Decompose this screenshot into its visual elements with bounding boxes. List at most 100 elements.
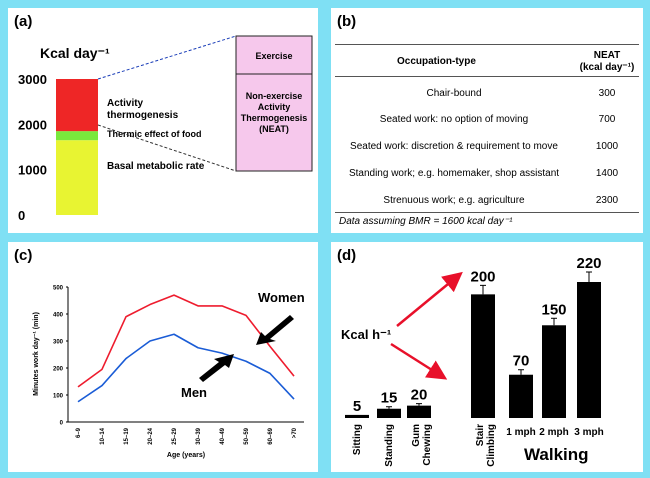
row-type-3: Seated work: discretion & requirement to…	[350, 141, 558, 152]
value-label: 200	[470, 268, 495, 285]
y-tick-label: 3000	[18, 72, 47, 87]
connector-top	[97, 35, 237, 80]
row-neat-1: 300	[598, 88, 616, 99]
x-tick-label: 10–14	[100, 427, 106, 444]
table-footnote: Data assuming BMR = 1600 kcal day⁻¹	[339, 216, 513, 227]
activity-kcal-bar-chart: Kcal h⁻¹ 5 15 20 200 70 150 220 Sitting Standin…	[341, 255, 604, 467]
panel-c: (c) 0 100 200 300 400 500 6–9 10–14 15–19 20–24 2…	[8, 242, 318, 472]
category-label: 3 mph	[574, 427, 603, 438]
bar	[471, 294, 495, 418]
value-label: 220	[576, 255, 601, 272]
y-tick-label: 300	[53, 340, 64, 346]
y-axis-ticks: 3000 2000 1000 0	[18, 72, 47, 223]
y-tick-label: 500	[53, 286, 64, 292]
bar	[377, 408, 401, 418]
row-type-1: Chair-bound	[426, 88, 482, 99]
red-arrow-down	[390, 342, 448, 380]
value-labels: 5 15 20 200 70 150 220	[353, 255, 602, 415]
bar	[542, 325, 566, 418]
y-tick-label: 0	[18, 208, 25, 223]
y-tick-labels: 0 100 200 300 400 500	[53, 286, 68, 427]
panel-c-label: (c)	[14, 247, 33, 264]
panel-a: (a) Kcal day⁻¹ 3000 2000 1000 0 Activity th…	[8, 8, 318, 233]
value-label: 5	[353, 398, 361, 415]
x-tick-label: 15–19	[124, 427, 130, 444]
bar	[509, 374, 533, 418]
x-tick-label: 25–29	[172, 427, 178, 444]
connector-bottom	[97, 124, 237, 172]
x-tick-labels: 6–9 10–14 15–19 20–24 25–29 30–39 40–49 50–59 60…	[76, 427, 298, 444]
table-header-rule	[335, 76, 639, 77]
value-label: 150	[541, 301, 566, 318]
y-tick-label: 0	[60, 421, 64, 427]
stack-segment	[56, 140, 98, 215]
kcal-h-label: Kcal h⁻¹	[341, 327, 391, 342]
neat-label-1: Non-exercise	[246, 91, 303, 101]
panel-b-label: (b)	[337, 13, 357, 30]
y-axis-title: Minutes work day⁻¹ (min)	[33, 312, 40, 396]
activity-label-2: thermogenesis	[107, 110, 179, 121]
row-type-5: Strenuous work; e.g. agriculture	[383, 195, 525, 206]
women-arrow	[256, 315, 294, 345]
row-neat-2: 700	[598, 114, 616, 125]
panel-d-label: (d)	[337, 247, 357, 264]
y-tick-label: 200	[53, 367, 64, 373]
category-label: Stair	[475, 424, 486, 446]
red-arrow-up	[396, 271, 463, 327]
x-tick-label: 40–49	[220, 427, 226, 444]
header-neat: NEAT (kcal day⁻¹)	[577, 50, 637, 74]
panel-a-label: (a)	[14, 13, 33, 30]
bar	[577, 282, 601, 418]
category-labels: Sitting Standing Gum Chewing Stair Climbing 1 …	[352, 424, 604, 467]
walking-label: Walking	[524, 445, 589, 464]
row-type-4: Standing work; e.g. homemaker, shop assi…	[348, 168, 560, 179]
x-tick-label: 30–39	[196, 427, 202, 444]
category-label: 1 mph	[506, 427, 535, 438]
row-neat-4: 1400	[595, 168, 619, 179]
category-label: Climbing	[486, 424, 497, 467]
women-label: Women	[258, 290, 305, 305]
series-line-men	[77, 333, 295, 403]
panel-b: (b) Occupation-type NEAT (kcal day⁻¹) Ch…	[331, 8, 643, 233]
category-label: Standing	[384, 424, 395, 467]
neat-label-3: Thermogenesis	[241, 113, 308, 123]
row-neat-5: 2300	[595, 195, 619, 206]
x-tick-label: >70	[292, 427, 298, 438]
activity-bars	[345, 271, 601, 418]
men-arrow	[199, 354, 234, 382]
row-neat-3: 1000	[595, 141, 619, 152]
y-tick-label: 2000	[18, 117, 47, 132]
category-label: Gum	[411, 424, 422, 447]
value-label: 15	[381, 390, 398, 407]
table-bottom-rule	[335, 212, 639, 213]
y-tick-label: 1000	[18, 163, 47, 178]
neat-label-2: Activity	[258, 102, 291, 112]
row-type-2: Seated work: no option of moving	[379, 114, 529, 125]
value-label: 70	[513, 353, 530, 370]
table-top-rule	[335, 44, 639, 45]
work-minutes-line-chart: 0 100 200 300 400 500 6–9 10–14 15–19 20–24 25–29…	[33, 286, 305, 460]
exercise-label: Exercise	[255, 51, 292, 61]
x-tick-label: 20–24	[148, 427, 154, 444]
bar	[407, 405, 431, 418]
header-occupation: Occupation-type	[397, 56, 476, 67]
activity-label-1: Activity	[107, 98, 144, 109]
stack-segment	[56, 79, 98, 132]
category-label: 2 mph	[539, 427, 568, 438]
value-label: 20	[411, 387, 428, 404]
x-tick-label: 6–9	[76, 427, 82, 438]
energy-stack-chart: Kcal day⁻¹ 3000 2000 1000 0 Activity thermo…	[18, 35, 313, 223]
tef-label: Thermic effect of food	[107, 129, 202, 139]
series-lines	[77, 294, 295, 403]
category-label: Sitting	[352, 424, 363, 455]
x-axis-title: Age (years)	[167, 452, 205, 459]
y-tick-label: 100	[53, 394, 64, 400]
category-label: Chewing	[422, 424, 433, 466]
activity-breakdown-box	[235, 35, 313, 172]
unit-label: Kcal day⁻¹	[40, 45, 110, 61]
panel-d: (d) Kcal h⁻¹ 5 15 20 200 70 150 220 Sitting Sta…	[331, 242, 643, 472]
header-neat-line2: (kcal day⁻¹)	[579, 62, 635, 73]
neat-label-4: (NEAT)	[259, 124, 289, 134]
x-tick-label: 60–69	[268, 427, 274, 444]
bar	[345, 414, 369, 418]
